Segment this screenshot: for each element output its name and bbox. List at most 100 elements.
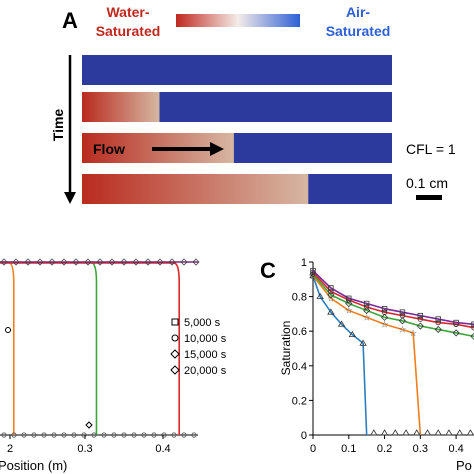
data-point-marker bbox=[121, 432, 127, 438]
y-tick-label: 0.8 bbox=[292, 292, 307, 304]
data-point-marker bbox=[337, 320, 346, 327]
data-point-marker bbox=[328, 285, 334, 291]
water-front-region bbox=[82, 174, 309, 204]
data-point-marker: ☆ bbox=[398, 324, 406, 334]
data-point-marker bbox=[156, 258, 164, 266]
panel-b-x-ticks: 2 0.3 0.4 bbox=[7, 435, 171, 455]
series-line bbox=[312, 273, 474, 338]
panel-c-x-label: Po bbox=[456, 458, 472, 473]
panel-a: A Water- Saturated Air- Saturated Time F… bbox=[50, 4, 456, 204]
data-point-marker bbox=[24, 258, 32, 266]
data-point-marker bbox=[399, 309, 406, 315]
data-point-marker bbox=[381, 306, 388, 312]
saturation-colorbar bbox=[176, 14, 300, 27]
data-point-marker bbox=[108, 258, 116, 266]
panel-c-y-label: Saturation bbox=[279, 321, 293, 376]
data-point-marker bbox=[466, 429, 474, 436]
data-point-marker bbox=[348, 330, 357, 338]
data-point-marker bbox=[31, 432, 37, 438]
data-point-marker bbox=[0, 258, 8, 266]
legend-entry: 15,000 s bbox=[184, 349, 227, 361]
data-point-marker bbox=[399, 312, 406, 319]
legend-water-line1: Water- bbox=[106, 4, 149, 20]
data-point-marker bbox=[346, 295, 352, 302]
data-point-marker bbox=[417, 316, 424, 322]
scale-bar bbox=[416, 195, 442, 200]
data-point-marker bbox=[327, 308, 335, 315]
legend-entry: 20,000 s bbox=[184, 365, 227, 377]
data-point-marker bbox=[131, 432, 137, 438]
data-point-marker bbox=[96, 258, 104, 266]
data-point-marker bbox=[171, 432, 177, 438]
data-point-marker bbox=[61, 432, 67, 438]
panel-c-ticks: 1 0.8 0.6 0.4 0.2 00 0.1 0.2 0.3 0.4 bbox=[292, 257, 464, 455]
panel-b-tick: 0.4 bbox=[155, 443, 170, 455]
panel-b: 2 0.3 0.4 Position (m) 5,000 s 10,000 s … bbox=[0, 258, 227, 473]
data-point-marker bbox=[363, 304, 370, 310]
data-point-marker bbox=[11, 432, 17, 438]
flow-label: Flow bbox=[93, 141, 125, 157]
panel-c-letter: C bbox=[260, 258, 276, 283]
data-point-marker bbox=[48, 258, 56, 266]
panel-a-letter: A bbox=[62, 8, 78, 33]
legend-square-marker bbox=[171, 318, 179, 326]
data-point-marker bbox=[161, 432, 167, 438]
legend-circle-marker bbox=[171, 334, 179, 342]
data-point-marker bbox=[398, 317, 407, 325]
data-point-marker bbox=[345, 299, 353, 308]
data-point-marker: ☆ bbox=[409, 328, 417, 338]
panel-b-tick: 2 bbox=[7, 443, 13, 455]
cfl-label: CFL = 1 bbox=[406, 141, 456, 157]
panel-c-curves: ☆☆☆☆☆☆ ☆ bbox=[309, 267, 474, 436]
time-arrow-head bbox=[64, 192, 76, 204]
panel-b-curves bbox=[0, 258, 200, 438]
data-point-marker bbox=[141, 432, 147, 438]
data-point-marker bbox=[380, 313, 389, 321]
y-tick-label: 0.4 bbox=[292, 361, 307, 373]
data-point-marker bbox=[327, 291, 335, 299]
data-point-marker bbox=[310, 267, 316, 274]
saturation-bars bbox=[82, 55, 392, 204]
legend-air-line2: Saturated bbox=[326, 23, 391, 39]
data-point-marker bbox=[120, 258, 128, 266]
legend-entry: 5,000 s bbox=[184, 317, 221, 329]
data-point-marker bbox=[452, 329, 460, 337]
x-tick-label: 0.2 bbox=[377, 443, 392, 455]
legend-water-line2: Saturated bbox=[96, 23, 161, 39]
data-point-marker bbox=[60, 258, 68, 266]
data-point-marker bbox=[168, 258, 176, 266]
scale-bar-label: 0.1 cm bbox=[406, 175, 448, 191]
data-point-marker bbox=[423, 429, 432, 436]
data-point-marker bbox=[391, 429, 399, 436]
legend-air-line1: Air- bbox=[346, 4, 370, 20]
data-point-marker bbox=[192, 258, 200, 266]
data-point-marker bbox=[435, 319, 441, 326]
panel-b-x-label: Position (m) bbox=[0, 458, 67, 473]
data-point-marker bbox=[191, 432, 197, 438]
data-point-marker bbox=[470, 332, 474, 340]
data-point-marker bbox=[381, 309, 388, 315]
y-tick-label: 1 bbox=[301, 257, 307, 269]
data-point-marker bbox=[180, 258, 188, 266]
data-point-marker bbox=[363, 306, 371, 315]
series-line bbox=[0, 262, 180, 435]
data-point-marker bbox=[51, 432, 57, 438]
data-point-marker bbox=[434, 325, 442, 334]
data-point-marker bbox=[91, 432, 97, 438]
data-point-marker bbox=[363, 300, 370, 307]
data-point-marker bbox=[5, 327, 11, 333]
data-point-marker bbox=[36, 258, 44, 266]
data-point-marker: ☆ bbox=[309, 271, 317, 281]
x-tick-label: 0 bbox=[310, 443, 316, 455]
data-point-marker bbox=[370, 429, 378, 436]
panel-c: C 1 0.8 0.6 0.4 0.2 00 0.1 0.2 0.3 0.4 Saturation… bbox=[260, 257, 474, 473]
data-point-marker bbox=[434, 429, 442, 436]
y-tick-label: 0 bbox=[301, 430, 307, 442]
data-point-marker bbox=[81, 432, 87, 438]
series-line bbox=[312, 270, 474, 326]
series-line bbox=[312, 271, 474, 329]
data-point-marker bbox=[181, 432, 187, 438]
data-point-marker: ☆ bbox=[381, 319, 389, 329]
data-point-marker bbox=[435, 316, 441, 322]
